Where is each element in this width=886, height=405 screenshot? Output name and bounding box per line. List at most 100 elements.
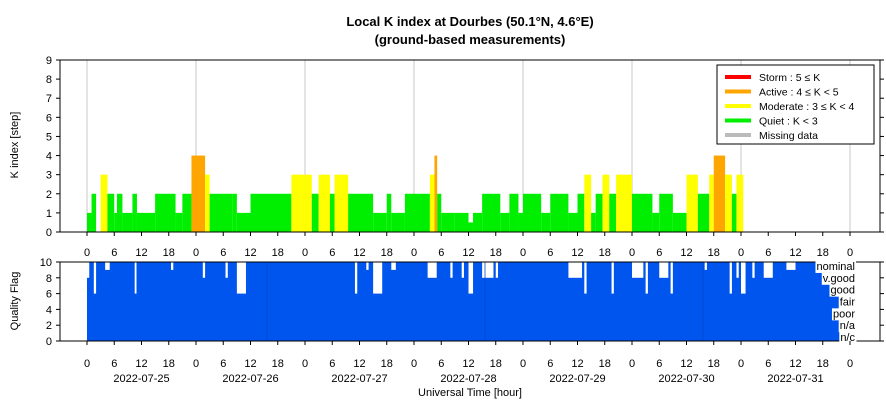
k-index-bar (437, 193, 442, 232)
k-index-bar (91, 193, 97, 232)
x-tick-label: 12 (680, 247, 692, 259)
legend-label: Moderate : 3 ≤ K < 4 (759, 101, 855, 113)
quality-level-label: v.good (823, 273, 855, 285)
quality-gap (632, 262, 644, 278)
x-tick-label: 12 (571, 247, 583, 259)
x-tick-label: 0 (520, 358, 526, 370)
x-tick-label: 0 (629, 358, 635, 370)
y-tick-label: 0 (46, 227, 52, 239)
x-tick-label: 6 (547, 247, 553, 259)
k-index-bar (473, 212, 483, 232)
k-index-bar (731, 193, 737, 232)
x-tick-label: 18 (490, 358, 502, 370)
x-tick-label: 0 (193, 358, 199, 370)
quality-flag-ylabel: Quality Flag (9, 272, 21, 331)
k-index-bar (359, 193, 374, 232)
quality-gap (752, 262, 755, 278)
x-tick-label: 0 (738, 358, 744, 370)
k-index-bar (518, 212, 523, 232)
k-index-bar (209, 193, 233, 232)
quality-gap (373, 262, 383, 294)
quality-gap (584, 262, 587, 294)
k-index-bar (509, 193, 519, 232)
x-tick-label: 12 (353, 247, 365, 259)
x-tick-label: 18 (817, 358, 829, 370)
quality-level-label: fair (840, 297, 856, 309)
quality-gap (482, 262, 494, 278)
quality-gap (93, 262, 97, 294)
k-index-bar (87, 212, 92, 232)
quality-gap (704, 262, 707, 270)
plot-frame (59, 59, 881, 233)
quality-gap (105, 262, 110, 270)
x-tick-label: 0 (411, 247, 417, 259)
k-index-bar (311, 193, 319, 232)
quality-gap (236, 262, 246, 294)
k-index-bar (672, 212, 687, 232)
k-index-bar (468, 222, 474, 232)
x-tick-label: 6 (329, 247, 335, 259)
k-index-bar (404, 193, 430, 232)
y-tick-label: 8 (46, 273, 52, 285)
quality-gap (611, 262, 614, 294)
date-label: 2022-07-27 (331, 373, 387, 385)
quality-gap (495, 262, 499, 278)
x-tick-label: 0 (738, 247, 744, 259)
x-tick-label: 6 (220, 247, 226, 259)
y-tick-label: 1 (46, 208, 52, 220)
quality-gap (645, 262, 648, 294)
y-tick-label: 4 (46, 151, 52, 163)
x-tick-label: 6 (765, 358, 771, 370)
k-index-bar (736, 174, 744, 232)
x-axis-label: Universal Time [hour] (418, 387, 522, 399)
k-index-bar (236, 212, 251, 232)
k-index-bar (454, 212, 469, 232)
x-tick-label: 6 (111, 247, 117, 259)
k-index-bar (122, 212, 133, 232)
x-tick-label: 12 (244, 358, 256, 370)
k-index-bar (500, 212, 510, 232)
quality-label-bg (831, 308, 857, 321)
x-tick-label: 6 (656, 247, 662, 259)
quality-gap (659, 262, 669, 278)
y-tick-label: 0 (46, 336, 52, 348)
x-tick-label: 6 (547, 358, 553, 370)
x-tick-label: 12 (135, 358, 147, 370)
k-index-bar (434, 155, 438, 232)
quality-label-bg (821, 272, 856, 285)
x-tick-label: 0 (411, 358, 417, 370)
k-index-bar (595, 193, 603, 232)
quality-gap (171, 262, 174, 270)
k-index-bar (602, 174, 610, 232)
x-tick-label: 6 (220, 358, 226, 370)
k-index-bar (550, 193, 569, 232)
x-tick-label: 12 (462, 358, 474, 370)
k-index-bar (686, 174, 698, 232)
quality-gap (87, 262, 90, 278)
x-tick-label: 6 (438, 247, 444, 259)
k-index-bar (429, 174, 435, 232)
legend-label: Storm : 5 ≤ K (759, 72, 820, 84)
k-index-bar (441, 212, 455, 232)
k-index-bar (175, 212, 183, 232)
k-index-bar (609, 193, 617, 232)
x-tick-label: 0 (84, 247, 90, 259)
k-index-bar (318, 174, 330, 232)
k-index-bar (713, 155, 726, 232)
chart-subtitle: (ground-based measurements) (375, 32, 566, 47)
k-index-bar (136, 212, 143, 232)
x-tick-label: 12 (571, 358, 583, 370)
quality-label-bg (838, 296, 857, 309)
x-tick-label: 18 (272, 358, 284, 370)
k-index-bar (107, 193, 115, 232)
k-index-bar (155, 193, 176, 232)
quality-gap (202, 262, 206, 278)
quality-label-bg (839, 332, 857, 345)
quality-gap (450, 262, 453, 278)
quality-level-label: poor (833, 308, 855, 320)
y-tick-label: 10 (40, 257, 52, 269)
k-index-bar (386, 193, 392, 232)
